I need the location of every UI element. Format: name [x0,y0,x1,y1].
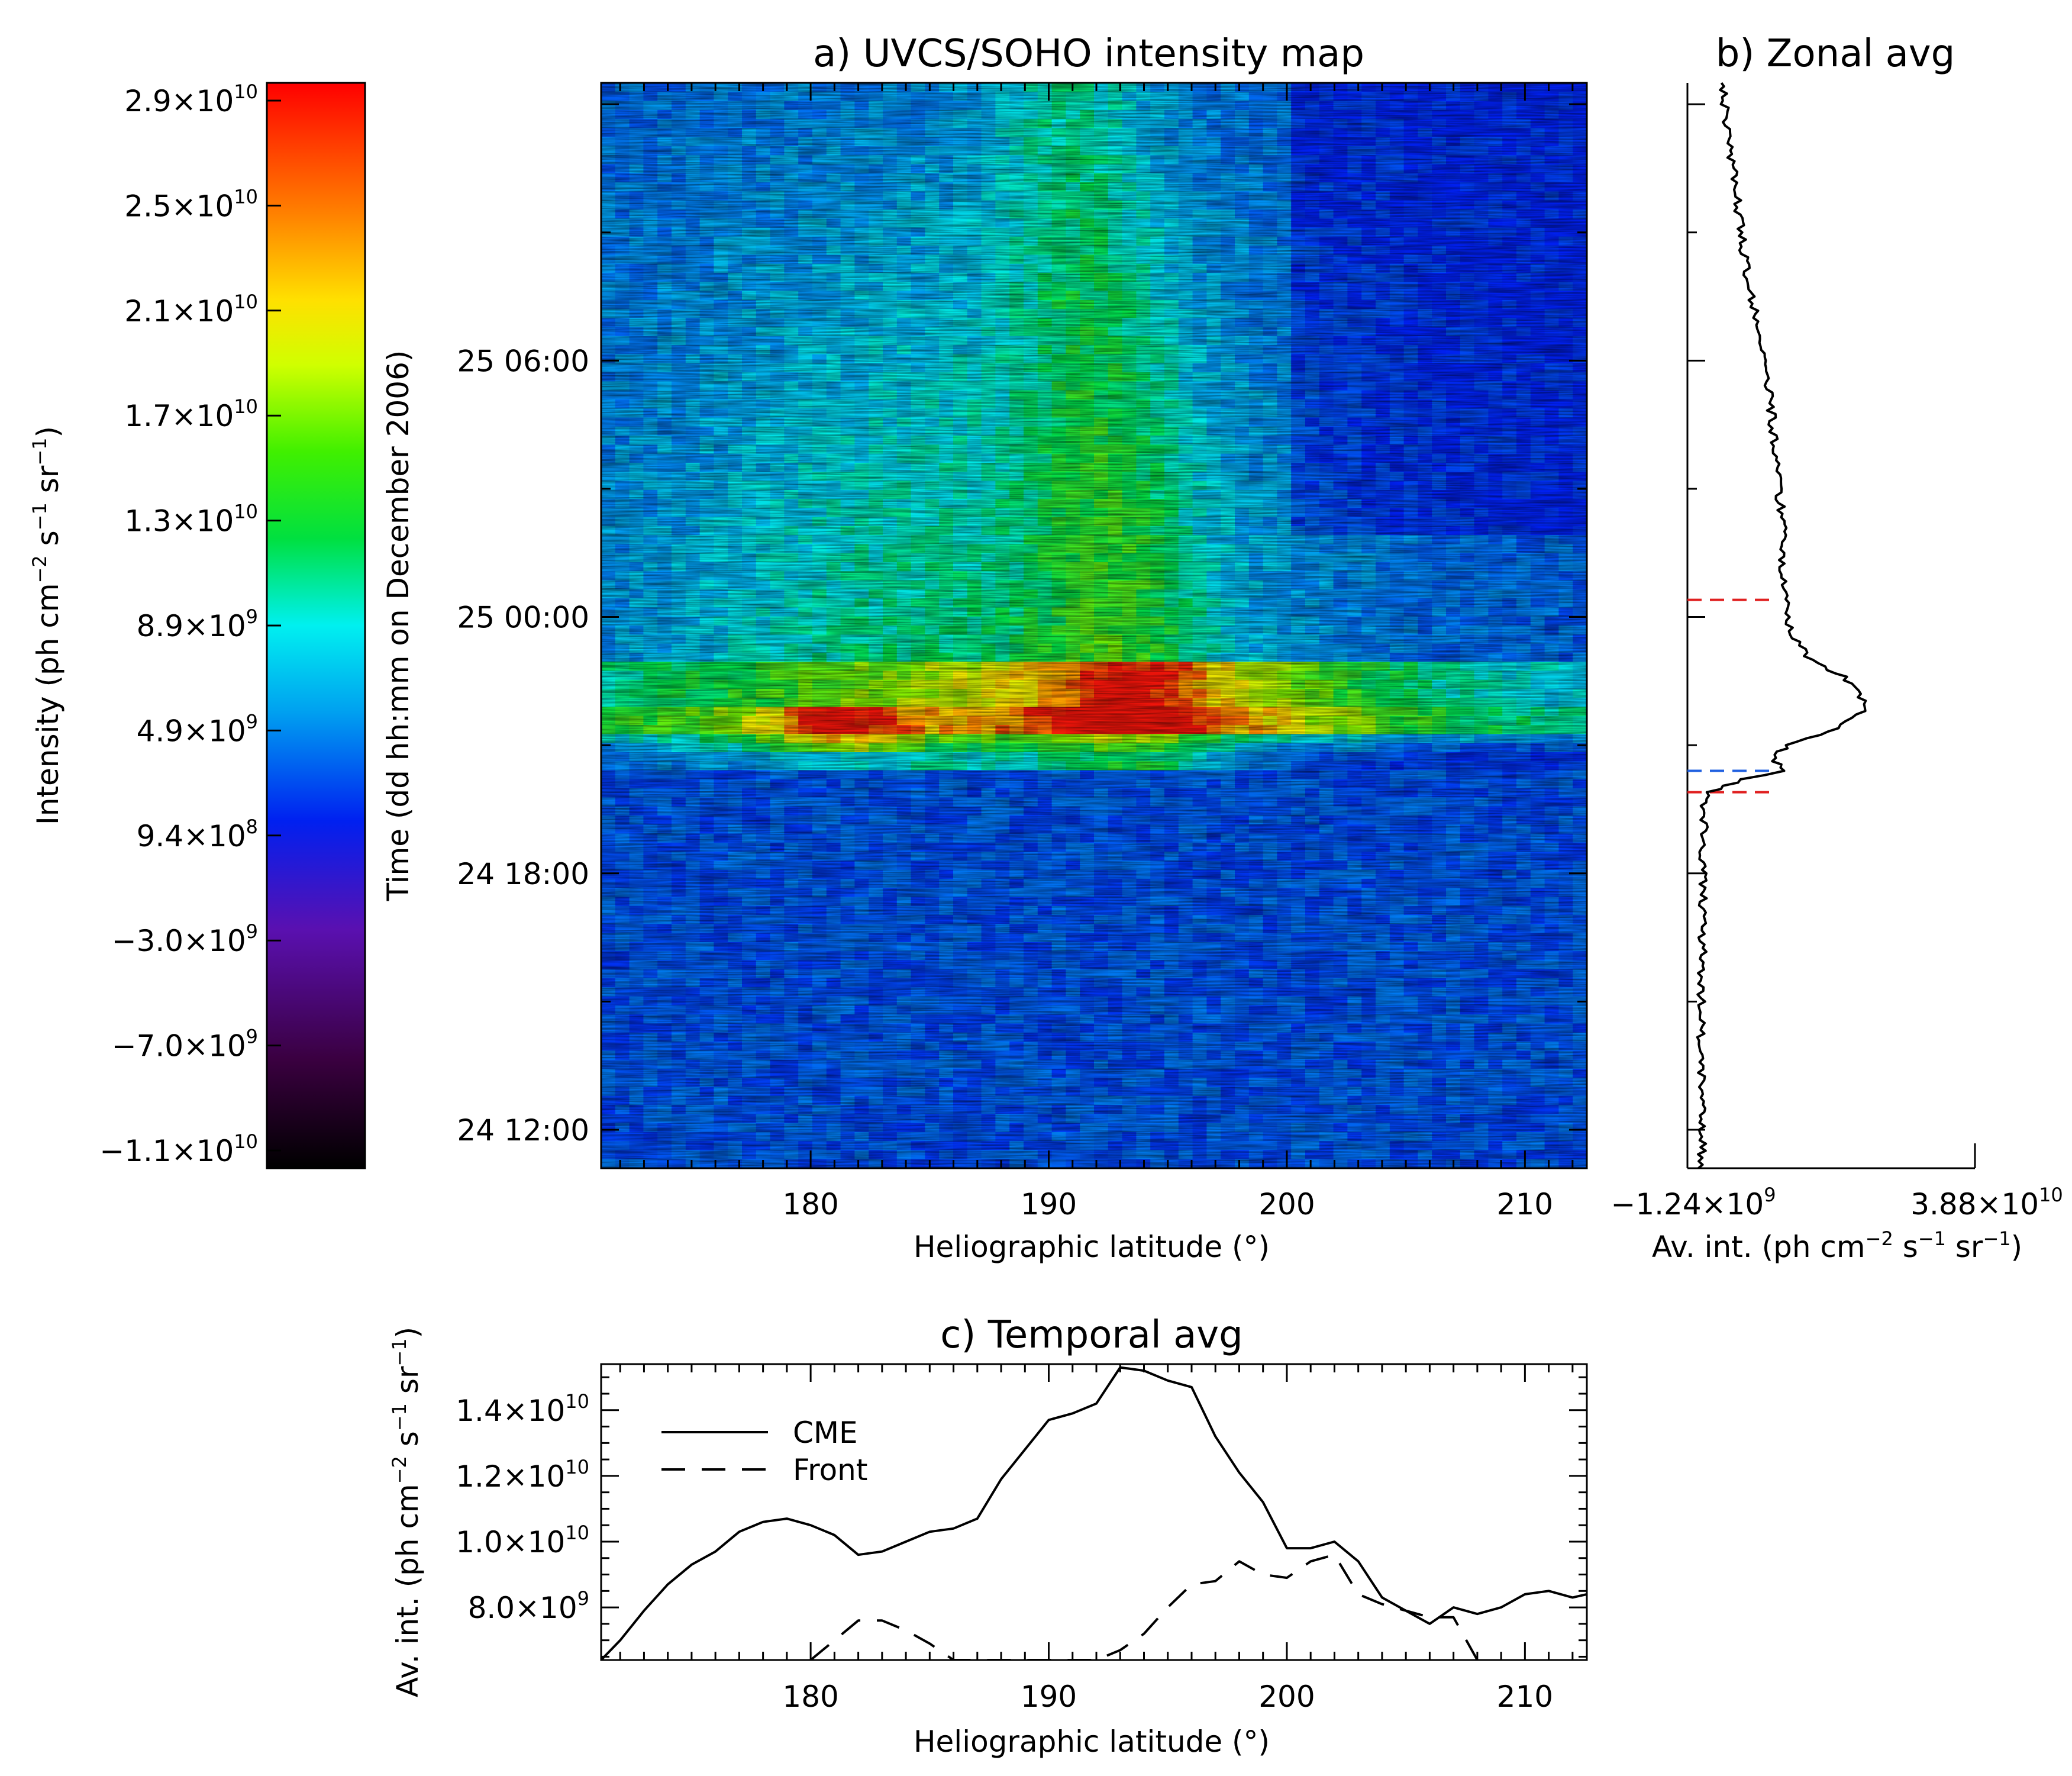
colorbar-gradient [266,82,366,1169]
colorbar-tick-labels: 2.9×1010 2.5×1010 2.1×1010 1.7×1010 1.3×1010… [99,80,258,1168]
colorbar: 2.9×1010 2.5×1010 2.1×1010 1.7×1010 1.3×1010… [28,80,366,1169]
colorbar-tick-label: −3.0×109 [112,920,258,958]
colorbar-tick-label: 2.5×1010 [124,185,258,223]
colorbar-tick-label: 1.3×1010 [124,501,258,539]
colorbar-tick-label: 2.1×1010 [124,291,258,328]
colorbar-tick-label: 9.4×108 [137,816,258,853]
colorbar-tick-label: 1.7×1010 [124,395,258,433]
colorbar-tick-label: 8.9×109 [137,605,258,643]
colorbar-ticks [267,99,281,1152]
colorbar-tick-label: 4.9×109 [137,710,258,748]
panel-a-title: a) UVCS/SOHO intensity map [813,32,1364,76]
colorbar-tick-label: −1.1×1010 [99,1130,258,1168]
colorbar-tick-label: −7.0×109 [112,1026,258,1063]
panel-a-intensity-map: a) UVCS/SOHO intensity map 180 190 200 210 … [381,32,1588,1264]
colorbar-tick-label: 2.9×1010 [124,80,258,118]
colorbar-label: Intensity (ph cm−2 s−1 sr−1) [28,426,65,825]
